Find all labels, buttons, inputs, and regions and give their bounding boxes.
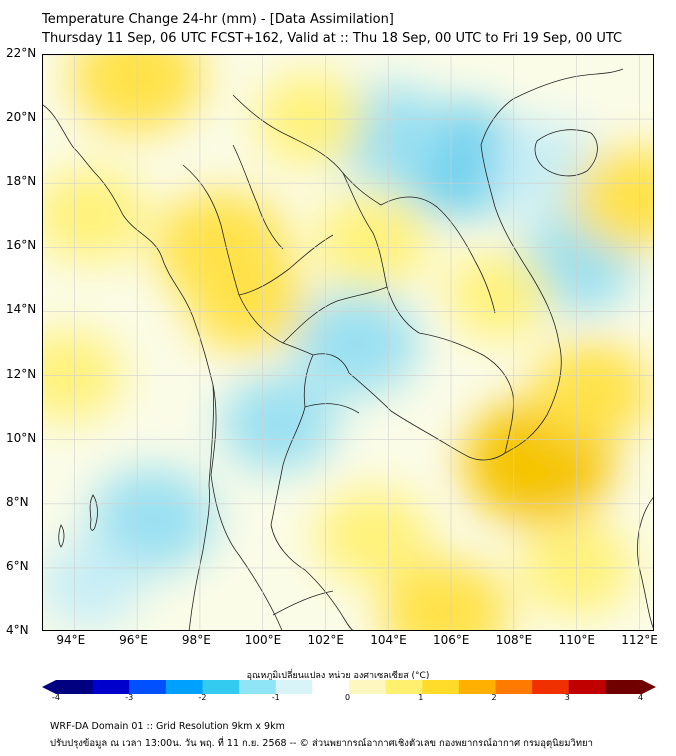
latitude-tick-label: 12°N xyxy=(6,366,37,381)
longitude-tick-label: 106°E xyxy=(433,633,470,647)
colorbar-cell xyxy=(312,680,350,694)
colorbar-cell xyxy=(56,680,94,694)
colorbar-tick-label: 3 xyxy=(564,693,570,702)
longitude-tick-label: 104°E xyxy=(370,633,407,647)
colorbar-min-extend xyxy=(42,680,56,694)
map-subtitle: Thursday 11 Sep, 06 UTC FCST+162, Valid … xyxy=(42,31,623,46)
colorbar-max-extend xyxy=(642,680,656,694)
latitude-tick-label: 4°N xyxy=(6,623,29,637)
coastlines-borders xyxy=(43,68,653,630)
longitude-tick-label: 108°E xyxy=(495,633,533,647)
colorbar-cell xyxy=(495,680,533,694)
latitude-tick-label: 22°N xyxy=(6,46,37,60)
colorbar xyxy=(42,680,656,694)
latitude-tick-label: 20°N xyxy=(6,110,37,125)
longitude-tick-label: 98°E xyxy=(181,633,211,647)
colorbar-tick-label: -1 xyxy=(271,693,280,702)
colorbar-tick-label: 1 xyxy=(418,693,424,702)
latitude-tick-label: 8°N xyxy=(6,494,29,509)
field-blob xyxy=(90,467,216,572)
field-blob xyxy=(570,147,653,252)
field-blob xyxy=(314,192,431,289)
footer-model-info: WRF-DA Domain 01 :: Grid Resolution 9km … xyxy=(50,721,285,732)
latitude-tick-label: 14°N xyxy=(6,302,37,317)
longitude-tick-label: 112°E xyxy=(621,633,658,647)
colorbar-tick-label: -4 xyxy=(52,693,60,702)
temperature-change-map xyxy=(43,55,653,630)
field-blob xyxy=(220,375,336,472)
colorbar-tick-label: -3 xyxy=(125,693,134,702)
colorbar-cell xyxy=(275,680,313,694)
field-blob xyxy=(314,487,431,584)
field-blob xyxy=(379,558,510,630)
colorbar-tick-label: 4 xyxy=(638,693,644,702)
colorbar-tick-label: 2 xyxy=(491,693,497,702)
colorbar-cell xyxy=(349,680,387,694)
map-title: Temperature Change 24-hr (mm) - [Data As… xyxy=(42,12,394,27)
colorbar-cell xyxy=(605,680,643,694)
field-blob xyxy=(532,341,653,442)
colorbar-cell xyxy=(92,680,130,694)
colorbar-cell xyxy=(165,680,203,694)
colorbar-cell xyxy=(532,680,570,694)
latitude-tick-label: 6°N xyxy=(6,558,29,573)
latitude-tick-label: 10°N xyxy=(6,430,37,445)
latitude-tick-label: 16°N xyxy=(6,238,37,253)
colorbar-tick-label: 0 xyxy=(345,693,351,702)
longitude-tick-label: 96°E xyxy=(119,633,148,647)
longitude-tick-label: 100°E xyxy=(244,633,282,647)
colorbar-cell xyxy=(239,680,277,694)
field-blob xyxy=(43,167,148,264)
colorbar-tick-label: -2 xyxy=(198,693,207,702)
field-blob xyxy=(445,251,551,340)
colorbar-cell xyxy=(422,680,460,694)
field-blob xyxy=(43,539,143,628)
field-blob xyxy=(187,251,307,352)
colorbar-cell xyxy=(129,680,167,694)
map-panel xyxy=(42,54,654,631)
colorbar-cell xyxy=(458,680,496,694)
colorbar-cell xyxy=(385,680,423,694)
footer-credit: ปรับปรุงข้อมูล ณ เวลา 13:00น. วัน พฤ. ที… xyxy=(50,738,593,749)
colorbar-cell xyxy=(202,680,240,694)
longitude-tick-label: 94°E xyxy=(56,633,86,647)
colorbar-cell xyxy=(568,680,606,694)
longitude-tick-label: 110°E xyxy=(558,633,596,647)
latitude-tick-label: 18°N xyxy=(6,174,37,189)
map-gridlines xyxy=(43,55,653,630)
longitude-tick-label: 102°E xyxy=(307,633,344,647)
colorbar-title: อุณหภูมิเปลี่ยนแปลง หน่วย องศาเซลเซียส (… xyxy=(246,671,430,681)
